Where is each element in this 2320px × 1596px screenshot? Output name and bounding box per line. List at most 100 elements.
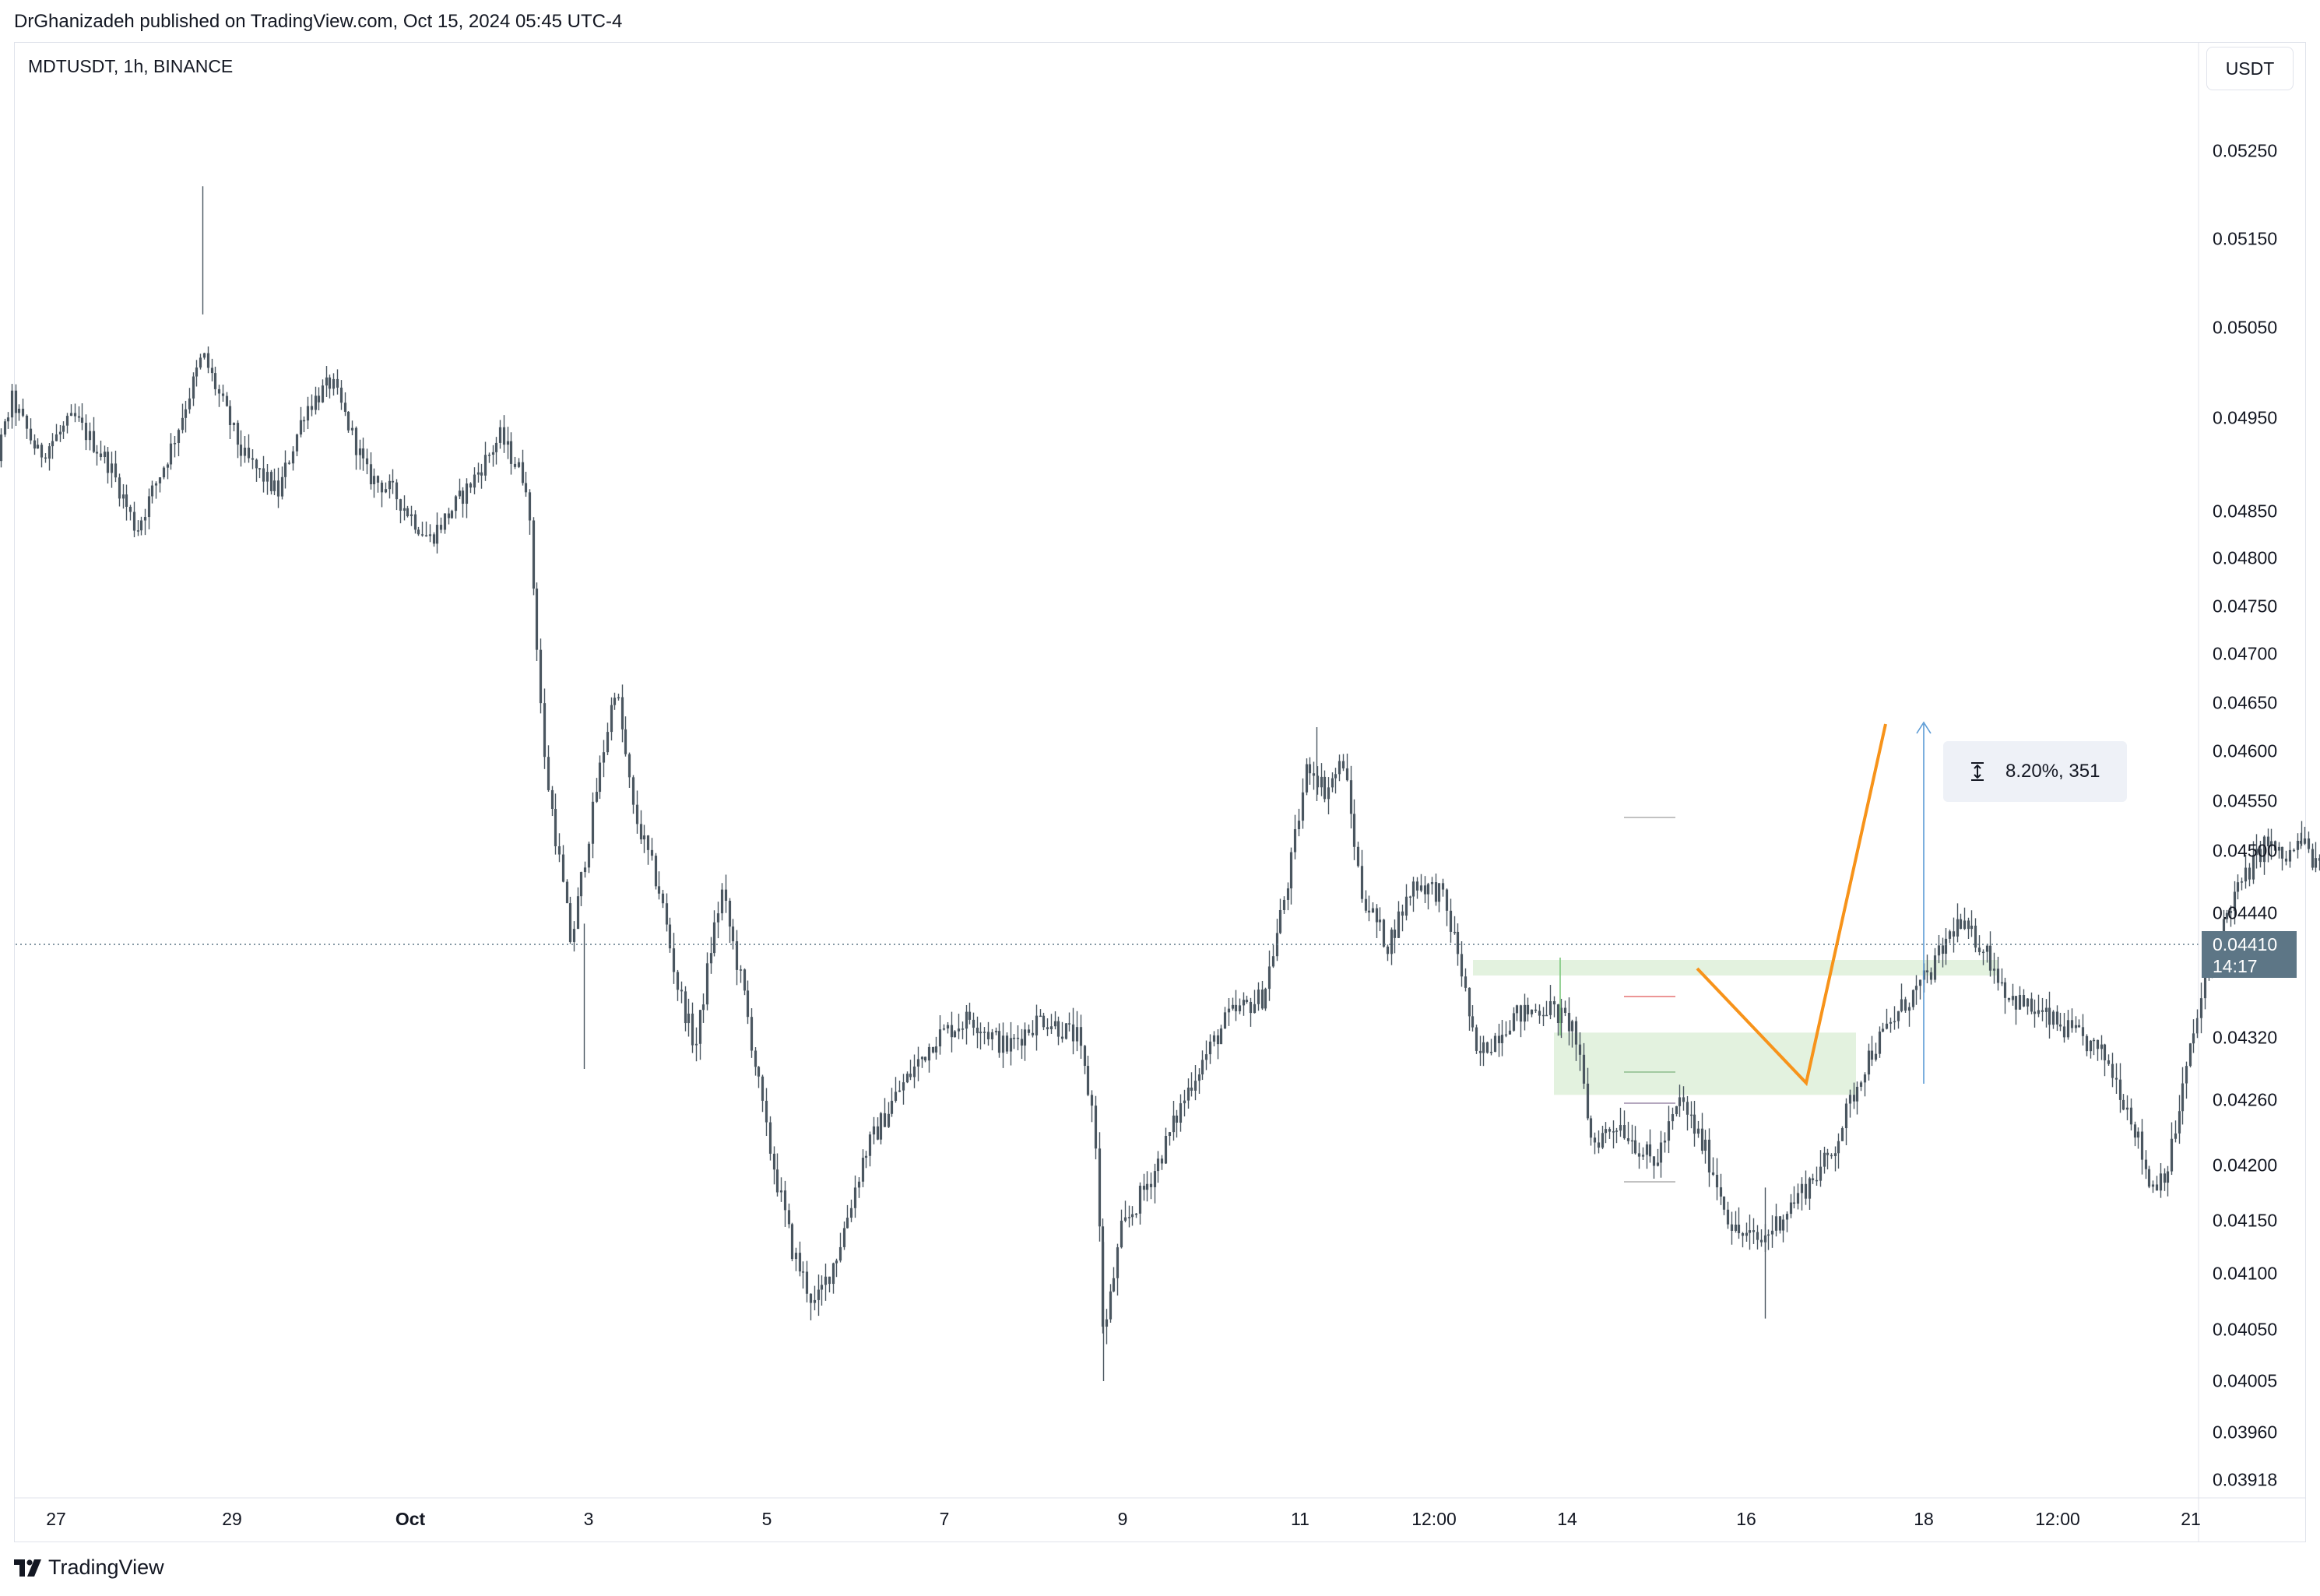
y-tick-label: 0.04800 <box>2213 547 2278 568</box>
candle-body <box>199 357 202 368</box>
candle-body <box>1123 1217 1127 1221</box>
candle-body <box>1120 1220 1123 1248</box>
candle-body <box>849 1208 853 1218</box>
y-tick-label: 0.04200 <box>2213 1155 2278 1176</box>
candle-body <box>772 1153 776 1170</box>
candle-body <box>845 1218 849 1229</box>
candle-body <box>684 991 687 1024</box>
candle-body <box>247 448 251 459</box>
last-price-value: 0.04410 <box>2213 934 2278 954</box>
candle-body <box>1160 1158 1164 1164</box>
candle-body <box>1893 1021 1896 1023</box>
candle-body <box>2140 1131 2144 1160</box>
candle-body <box>835 1260 838 1264</box>
candle-body <box>1863 1074 1867 1083</box>
candle-body <box>365 458 369 465</box>
candle-body <box>712 922 716 954</box>
tradingview-logo[interactable]: TradingView <box>14 1556 164 1580</box>
y-tick-label: 0.04150 <box>2213 1210 2278 1231</box>
candle-body <box>2077 1025 2081 1028</box>
candle-body <box>1341 761 1345 768</box>
candle-body <box>1512 1013 1516 1031</box>
candle-body <box>1223 1012 1227 1029</box>
candle-body <box>1900 999 1903 1011</box>
candle-body <box>1105 1319 1109 1327</box>
candle-body <box>1190 1087 1193 1091</box>
candle-body <box>1382 919 1386 947</box>
candle-body <box>1519 1005 1523 1022</box>
candle-body <box>779 1190 783 1193</box>
candle-body <box>890 1100 894 1114</box>
candle-body <box>2070 1020 2074 1028</box>
candles-layer <box>0 186 2320 1381</box>
candle-body <box>1079 1027 1083 1046</box>
candle-body <box>1878 1032 1882 1054</box>
candle-body <box>627 754 631 778</box>
currency-button[interactable]: USDT <box>2206 47 2294 90</box>
candle-body <box>1234 1004 1238 1011</box>
candle-body <box>561 854 565 882</box>
candle-body <box>1641 1155 1645 1157</box>
candle-body <box>672 948 676 972</box>
candle-body <box>420 534 424 536</box>
candle-body <box>1911 990 1915 1007</box>
candle-body <box>1903 999 1907 1011</box>
candle-body <box>694 1043 698 1046</box>
measure-label[interactable]: 8.20%, 351 <box>1943 741 2127 802</box>
candle-body <box>528 492 532 521</box>
candle-body <box>620 697 624 729</box>
candle-body <box>2055 1011 2059 1025</box>
candle-body <box>716 913 720 923</box>
projected-path <box>1696 723 1887 1087</box>
candle-body <box>1652 1156 1656 1166</box>
candle-body <box>1419 885 1423 891</box>
candle-body <box>2041 1010 2044 1012</box>
candle-body <box>809 1293 813 1303</box>
candle-body <box>957 1028 961 1032</box>
candle-body <box>731 926 735 941</box>
candle-body <box>1212 1035 1216 1042</box>
candle-body <box>1067 1023 1071 1025</box>
y-tick-label: 0.04050 <box>2213 1319 2278 1340</box>
candle-body <box>40 445 44 458</box>
candle-body <box>2284 858 2288 862</box>
candle-body <box>687 1013 691 1024</box>
candle-body <box>1253 1004 1257 1014</box>
candle-body <box>916 1059 920 1067</box>
candle-body <box>0 434 3 462</box>
candle-body <box>2236 882 2240 892</box>
candle-body <box>2166 1171 2170 1183</box>
candle-body <box>1127 1217 1131 1218</box>
candle-body <box>1016 1037 1020 1039</box>
candle-body <box>705 963 709 1005</box>
candle-body <box>2255 849 2258 856</box>
candle-body <box>1005 1035 1009 1052</box>
candle-body <box>2103 1044 2107 1060</box>
candle-body <box>794 1253 798 1260</box>
candle-body <box>2096 1039 2100 1049</box>
candle-body <box>1633 1140 1637 1154</box>
candle-body <box>291 451 295 464</box>
candle-body <box>136 530 140 532</box>
y-tick-label: 0.03960 <box>2213 1422 2278 1443</box>
y-tick-label: 0.04260 <box>2213 1089 2278 1110</box>
candle-body <box>1781 1219 1785 1231</box>
candle-body <box>1593 1137 1597 1143</box>
candle-body <box>975 1028 979 1034</box>
candle-body <box>1830 1155 1833 1157</box>
candle-body <box>1375 908 1379 923</box>
candle-body <box>395 482 399 500</box>
candle-body <box>2125 1107 2129 1110</box>
candle-body <box>195 367 199 377</box>
candle-body <box>568 903 572 942</box>
candle-body <box>150 485 154 497</box>
candle-body <box>1334 774 1338 779</box>
symbol-info[interactable]: MDTUSDT, 1h, BINANCE <box>28 56 234 76</box>
candle-body <box>269 472 273 491</box>
candle-body <box>927 1046 931 1061</box>
candle-body <box>2107 1060 2111 1064</box>
candle-body <box>1485 1042 1489 1053</box>
candle-body <box>1145 1183 1149 1190</box>
candle-body <box>1889 1021 1893 1024</box>
